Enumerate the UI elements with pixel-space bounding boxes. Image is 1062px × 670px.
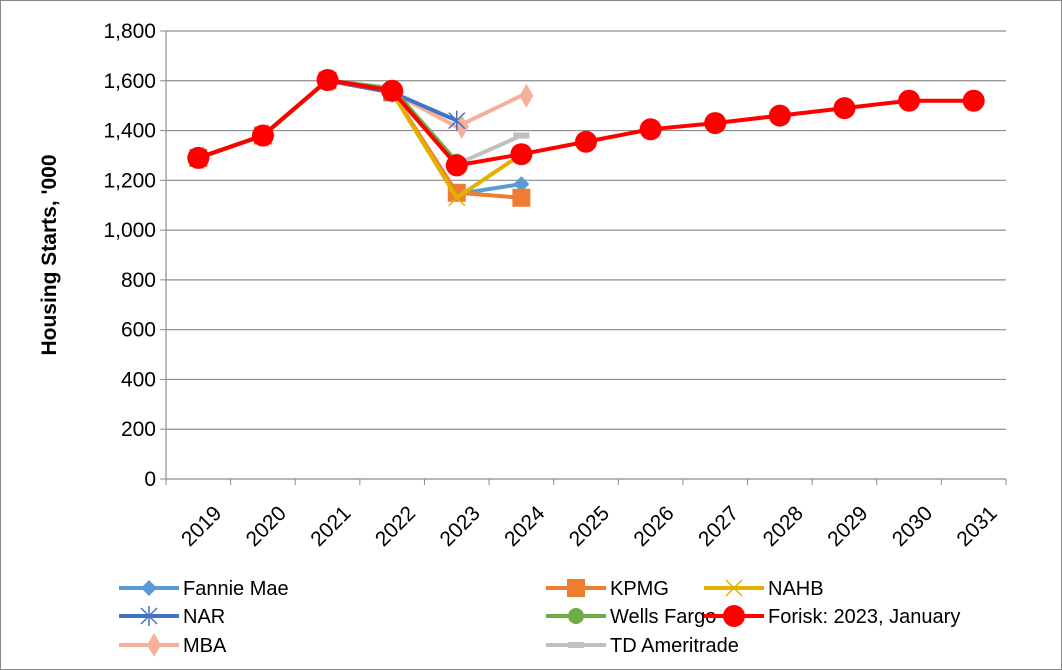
y-tick-label: 1,000 — [103, 219, 156, 242]
series-line — [197, 78, 523, 167]
diamond-marker — [454, 114, 469, 139]
x-marker — [448, 189, 466, 207]
x-tick-label: 2022 — [371, 502, 420, 551]
square-marker — [512, 188, 531, 207]
legend-label: Fannie Mae — [183, 578, 289, 600]
legend-label: MBA — [183, 635, 227, 657]
gridlines — [166, 30, 1006, 430]
x-tick-label: 2026 — [629, 502, 678, 551]
x-tick-label: 2030 — [888, 502, 937, 551]
x-tick-label: 2023 — [436, 502, 485, 551]
dash-marker — [513, 132, 530, 139]
y-tick-label: 800 — [121, 269, 156, 292]
legend-label: TD Ameritrade — [610, 635, 739, 657]
y-tick-label: 1,600 — [103, 70, 156, 93]
y-tick-label: 1,200 — [103, 169, 156, 192]
series-nahb — [189, 71, 530, 207]
diamond-marker — [147, 633, 161, 657]
legend-item: KPMG — [546, 578, 669, 600]
diamond-marker — [513, 176, 530, 193]
legend: Fannie Mae KPMG NAHB NAR Wells Fargo Forisk: … — [119, 578, 960, 657]
star-marker — [448, 110, 466, 131]
circle-marker — [962, 89, 985, 112]
circle-marker — [187, 146, 210, 169]
legend-label: NAHB — [768, 578, 824, 600]
circle-marker — [898, 89, 921, 112]
series-line — [197, 78, 523, 160]
dash-marker — [568, 642, 584, 648]
square-marker — [567, 579, 585, 597]
y-tick-label: 200 — [121, 418, 156, 441]
legend-label: NAR — [183, 606, 225, 628]
legend-label: Forisk: 2023, January — [768, 606, 960, 628]
y-tick-label: 1,400 — [103, 120, 156, 143]
legend-item: NAR — [119, 606, 225, 628]
circle-marker — [768, 104, 791, 127]
series-kpmg — [189, 71, 531, 207]
legend-item: Wells Fargo — [546, 606, 716, 628]
circle-marker — [639, 118, 662, 141]
x-tick-label: 2031 — [952, 502, 1001, 551]
diamond-marker — [141, 580, 157, 596]
legend-item: MBA — [119, 633, 227, 657]
circle-marker — [575, 130, 597, 153]
x-marker — [725, 579, 743, 597]
legend-label: Wells Fargo — [610, 606, 716, 628]
diamond-marker — [519, 83, 534, 108]
legend-item: Forisk: 2023, January — [704, 605, 960, 628]
circle-marker — [445, 154, 468, 177]
circle-marker — [568, 608, 584, 624]
series-line — [197, 78, 522, 197]
x-tick-label: 2029 — [823, 502, 872, 551]
legend-item: Fannie Mae — [119, 578, 289, 600]
x-tick-label: 2019 — [177, 502, 226, 551]
y-tick-label: 400 — [121, 368, 156, 391]
y-tick-label: 600 — [121, 319, 156, 342]
circle-marker — [704, 112, 727, 135]
series-td-ameritrade — [190, 77, 530, 168]
circle-marker — [381, 79, 404, 102]
x-tick-label: 2021 — [306, 502, 355, 551]
y-tick-label: 1,800 — [103, 20, 156, 43]
circle-marker — [510, 143, 533, 166]
series-forisk-2023-january — [187, 69, 985, 177]
circle-marker — [723, 605, 745, 627]
legend-label: KPMG — [610, 578, 669, 600]
axes: 0 200 400 600 800 1,000 1,200 1,400 1,600 1,800 20… — [103, 20, 1007, 552]
x-tick-label: 2027 — [694, 502, 743, 551]
star-marker — [140, 606, 158, 626]
y-tick-label: 0 — [144, 468, 156, 491]
y-axis-label: Housing Starts, '000 — [38, 154, 61, 355]
circle-marker — [316, 69, 339, 92]
x-tick-label: 2020 — [242, 502, 291, 551]
x-tick-label: 2024 — [500, 502, 550, 552]
circle-marker — [251, 124, 274, 147]
x-tick-label: 2025 — [565, 502, 614, 551]
circle-marker — [833, 97, 856, 120]
x-tick-label: 2028 — [759, 502, 808, 551]
series-layer — [187, 68, 985, 207]
legend-item: NAHB — [704, 578, 824, 600]
legend-item: TD Ameritrade — [546, 635, 739, 657]
